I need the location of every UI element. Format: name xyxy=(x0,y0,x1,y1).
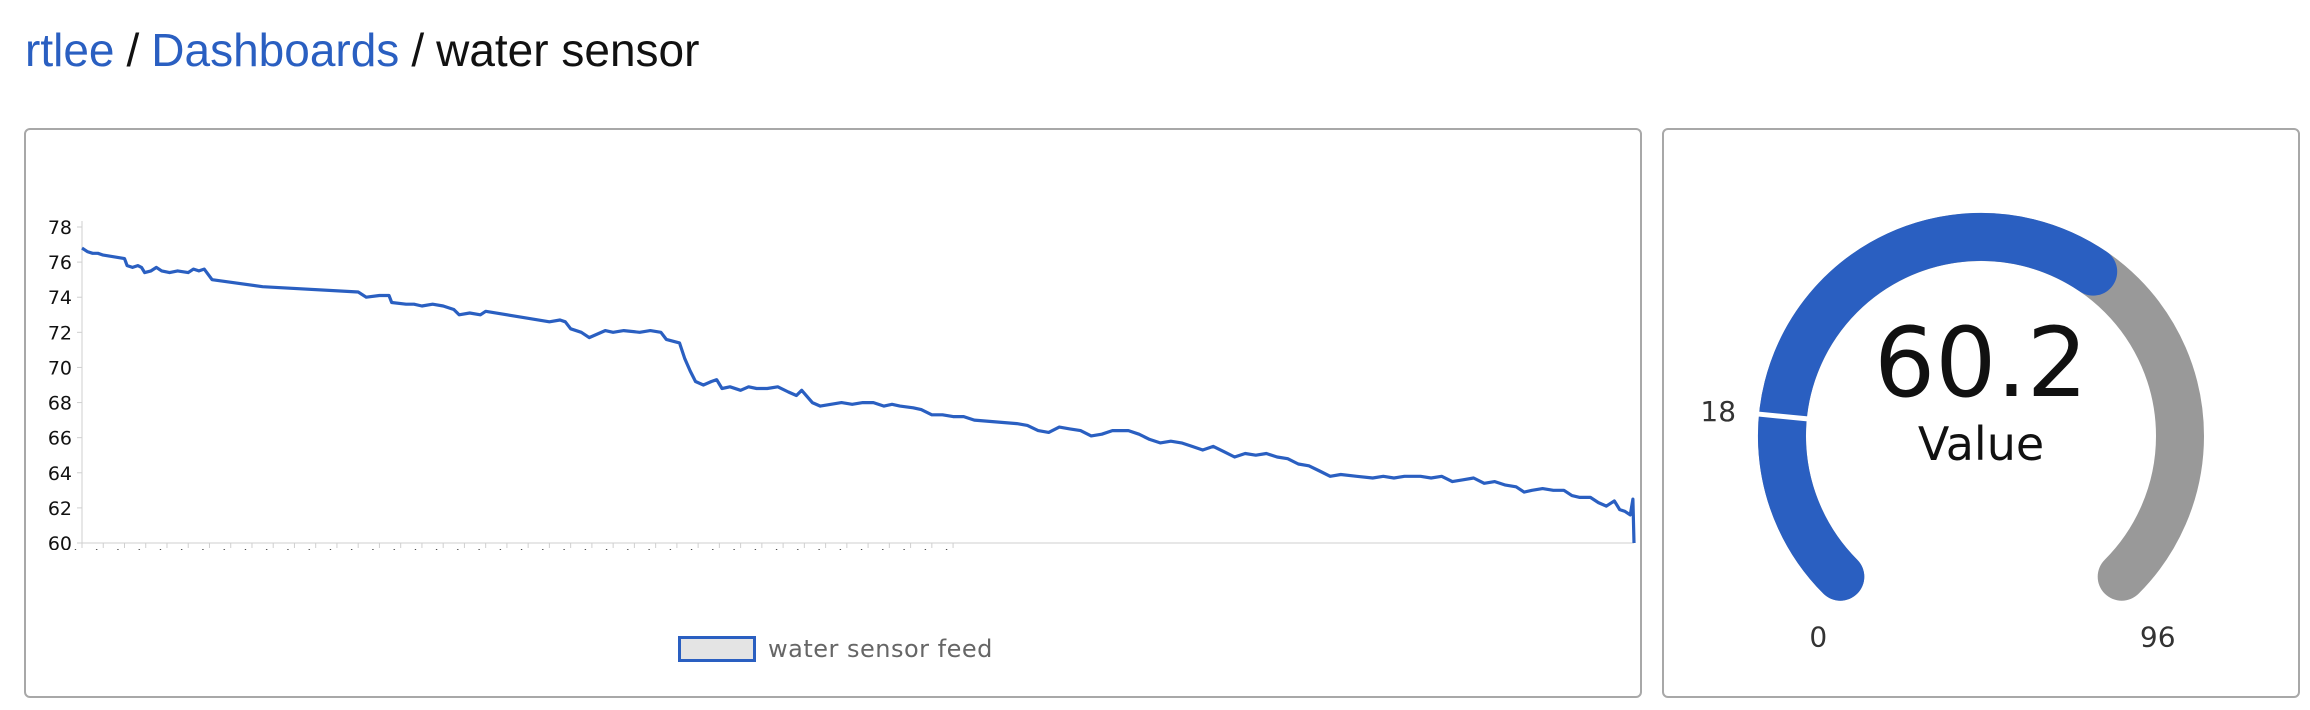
legend-label: water sensor feed xyxy=(768,635,993,663)
gauge-min-label: 0 xyxy=(1809,621,1827,654)
gauge-fill xyxy=(1758,212,2118,601)
y-tick-label: 60 xyxy=(48,533,72,550)
y-tick-label: 74 xyxy=(48,287,72,309)
y-tick-label: 66 xyxy=(48,428,72,450)
y-tick-label: 64 xyxy=(48,463,72,485)
gauge-threshold-marker xyxy=(1756,411,1810,422)
gauge-value: 60.2 xyxy=(1874,307,2088,419)
series-line-water-sensor-feed xyxy=(81,246,1636,544)
y-tick-label: 78 xyxy=(48,217,72,239)
chart-legend[interactable]: water sensor feed xyxy=(678,634,993,664)
breadcrumb-user-link[interactable]: rtlee xyxy=(25,24,115,76)
breadcrumb-dashboards-link[interactable]: Dashboards xyxy=(151,24,400,76)
breadcrumb: rtlee / Dashboards / water sensor xyxy=(25,20,699,80)
line-chart-block[interactable]: 6062646668707274767811PM3AM7AM11AM3PM7PM… xyxy=(24,128,1642,698)
breadcrumb-separator: / xyxy=(411,24,425,76)
line-chart: 6062646668707274767811PM3AM7AM11AM3PM7PM… xyxy=(40,217,1636,550)
legend-swatch xyxy=(678,636,756,662)
y-tick-label: 62 xyxy=(48,498,72,520)
y-tick-label: 72 xyxy=(48,322,72,344)
gauge: 60.2 Value 18 0 96 xyxy=(1700,212,2204,654)
page-title: water sensor xyxy=(436,24,700,76)
y-tick-label: 76 xyxy=(48,252,72,274)
gauge-block[interactable]: 60.2 Value 18 0 96 xyxy=(1662,128,2300,698)
gauge-label: Value xyxy=(1918,417,2044,471)
gauge-max-label: 96 xyxy=(2140,621,2176,654)
gauge-threshold-label: 18 xyxy=(1700,395,1736,428)
y-tick-label: 70 xyxy=(48,357,72,379)
breadcrumb-separator: / xyxy=(126,24,140,76)
y-tick-label: 68 xyxy=(48,393,72,415)
